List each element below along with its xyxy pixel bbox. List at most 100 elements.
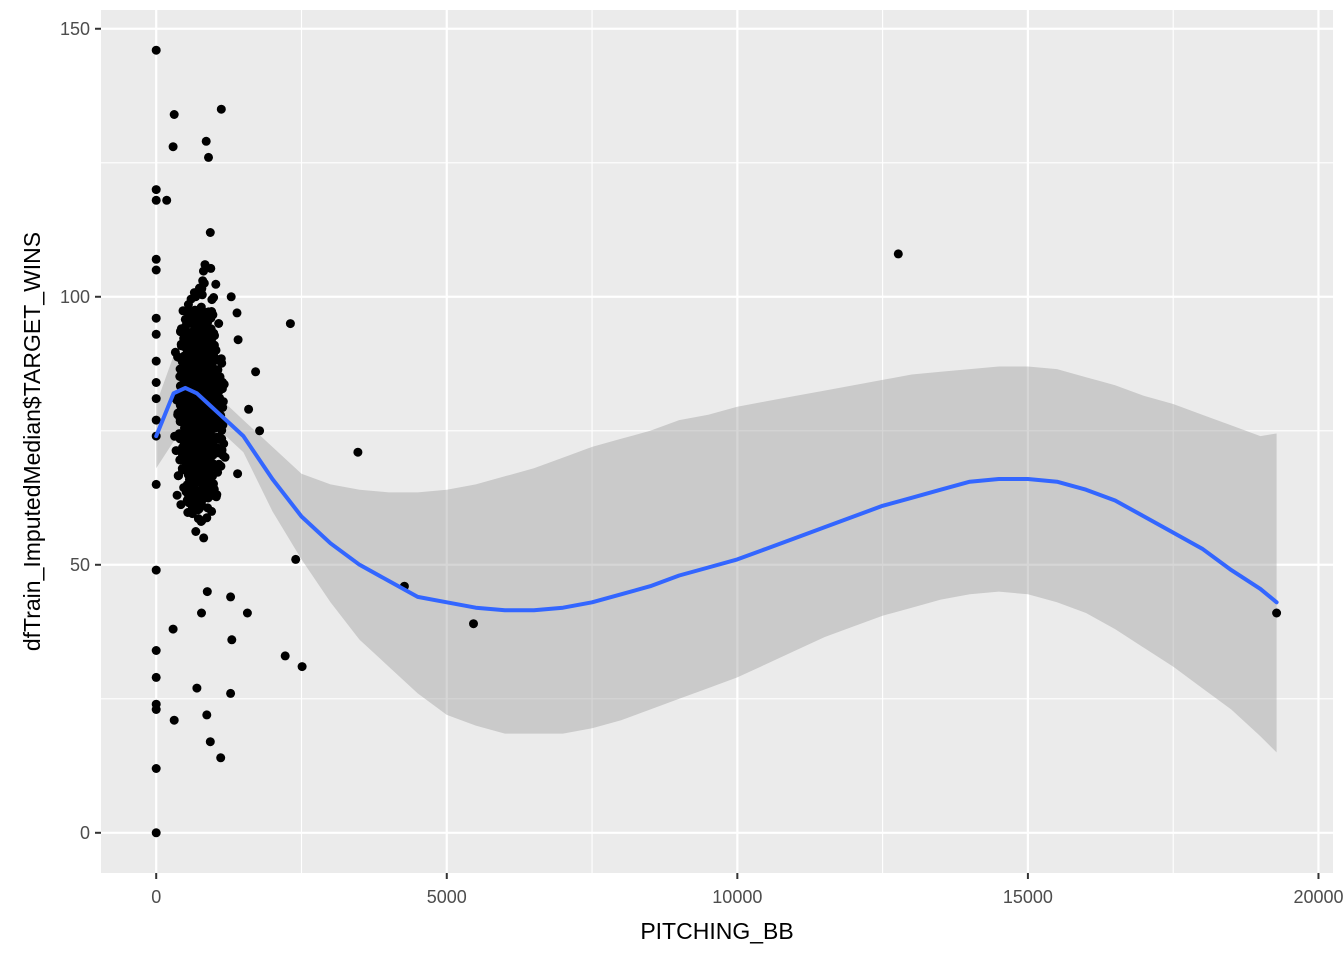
data-point (227, 635, 237, 645)
y-tick-label: 100 (60, 287, 90, 307)
data-point (187, 433, 197, 443)
data-point (255, 426, 265, 436)
data-point (197, 464, 207, 474)
data-point (169, 110, 179, 119)
data-point (353, 447, 363, 457)
data-point (186, 294, 196, 304)
data-point (206, 486, 216, 496)
data-point (211, 279, 221, 289)
data-point (280, 651, 290, 661)
data-point (171, 446, 181, 456)
data-point (297, 662, 307, 672)
data-point (201, 313, 211, 323)
y-tick-label: 0 (80, 823, 90, 843)
data-point (207, 328, 217, 338)
data-point (151, 329, 161, 339)
x-axis-title: PITCHING_BB (640, 918, 793, 944)
data-point (151, 705, 161, 714)
data-point (226, 688, 236, 698)
data-point (168, 142, 178, 152)
data-point (151, 356, 161, 366)
confidence-band (156, 355, 1277, 753)
data-point (151, 672, 161, 682)
data-point (176, 371, 186, 381)
data-point (226, 292, 236, 302)
data-point (205, 228, 215, 237)
data-point (205, 737, 215, 747)
y-tick-label: 150 (60, 19, 90, 39)
y-axis-title: dfTrain_ImputedMedian$TARGET_WINS (19, 232, 45, 651)
data-point (215, 434, 225, 444)
data-point (182, 463, 192, 473)
data-point (179, 361, 189, 371)
data-point (199, 489, 209, 499)
data-point (193, 311, 203, 321)
data-point (226, 592, 236, 602)
data-point (169, 715, 179, 725)
data-point (251, 367, 261, 377)
data-point (151, 185, 161, 195)
data-point (203, 348, 213, 357)
data-point (151, 313, 161, 323)
data-point (186, 404, 196, 414)
data-point (151, 45, 161, 55)
data-point (182, 345, 192, 355)
y-axis: 0 50 100 150 (60, 19, 101, 843)
data-point (151, 646, 161, 655)
data-point (151, 415, 161, 425)
data-point (208, 471, 217, 481)
data-point (285, 319, 295, 329)
data-point (185, 369, 195, 379)
data-point (151, 378, 161, 387)
data-point (233, 469, 243, 479)
data-point (195, 416, 205, 426)
data-point (207, 307, 217, 316)
y-tick-label: 50 (70, 555, 90, 575)
data-point (151, 254, 161, 264)
data-point (198, 276, 208, 286)
data-point (151, 479, 161, 489)
data-point (196, 498, 206, 508)
data-point (242, 608, 252, 618)
x-tick-label: 10000 (712, 887, 762, 907)
data-point (186, 445, 196, 455)
data-point (178, 453, 188, 463)
data-point (202, 587, 212, 597)
data-point (208, 383, 218, 393)
data-point (186, 356, 196, 366)
data-point (151, 394, 161, 404)
data-point (180, 423, 190, 433)
data-point (216, 104, 226, 114)
x-axis: 0 5000 10000 15000 20000 (151, 873, 1344, 907)
data-point (176, 324, 186, 334)
data-point (173, 471, 183, 481)
data-point (469, 619, 478, 629)
data-point (194, 351, 204, 361)
data-point (213, 415, 223, 425)
data-point (207, 506, 217, 516)
data-point (244, 404, 254, 414)
data-point (291, 554, 301, 564)
x-tick-label: 15000 (1003, 887, 1053, 907)
data-point (214, 319, 224, 328)
data-point (176, 500, 186, 510)
x-tick-label: 20000 (1293, 887, 1343, 907)
data-point (197, 284, 207, 294)
data-point (180, 392, 190, 401)
data-point (151, 565, 161, 575)
data-point (187, 501, 197, 511)
x-tick-label: 5000 (427, 887, 467, 907)
data-point (199, 363, 209, 373)
data-point (191, 527, 201, 536)
data-point (211, 492, 221, 502)
data-point (191, 464, 201, 474)
smooth-line (154, 385, 1279, 613)
x-tick-label: 0 (151, 887, 161, 907)
data-points (151, 45, 1282, 838)
data-point (199, 533, 209, 543)
data-point (173, 410, 183, 420)
data-point (233, 335, 243, 345)
data-point (194, 328, 204, 337)
data-point (192, 338, 201, 348)
